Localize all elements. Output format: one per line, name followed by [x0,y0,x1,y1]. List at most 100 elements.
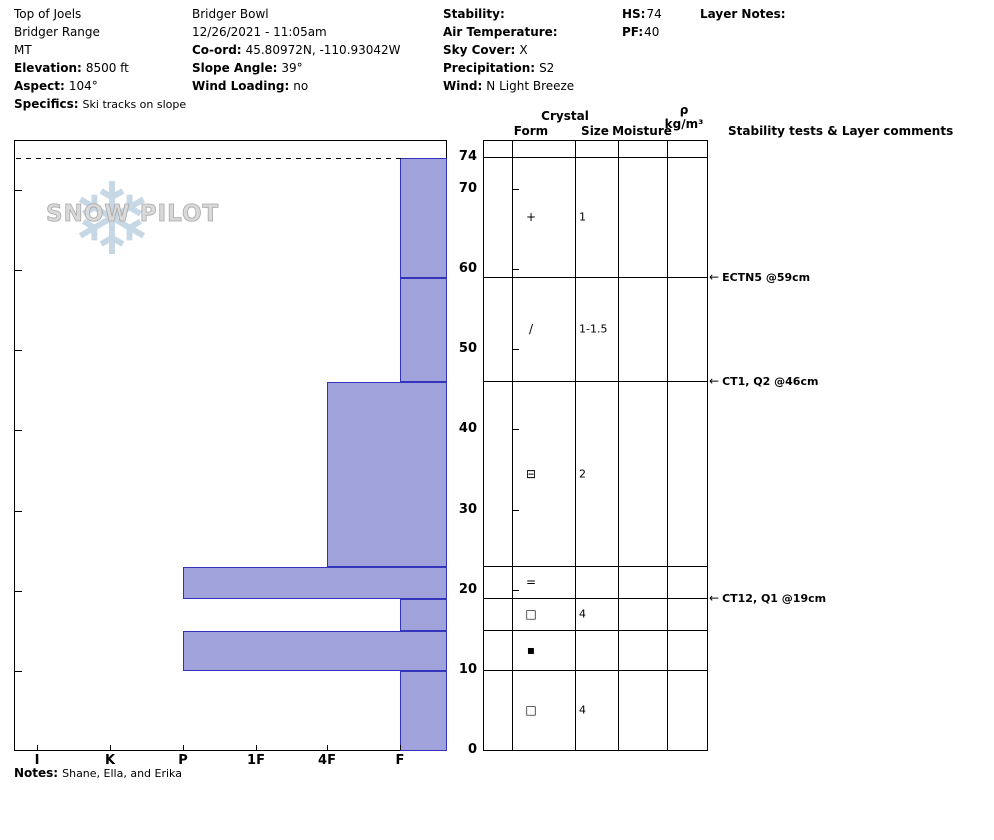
grain-form-symbol: ▪ [526,642,536,657]
depth-axis-label: 74 [458,149,477,164]
snow-layer-bar [183,566,447,599]
pit-floor-row: PF:40 [622,23,662,41]
snowflake-icon: ❄ [70,161,154,278]
depth-tick-mark [15,270,22,272]
stability-value [505,7,509,21]
pit-name: Top of Joels [14,7,82,21]
slope-angle-value: 39° [281,61,303,75]
snow-height-label: HS: [622,7,646,21]
hardness-tick-mark [183,745,184,750]
grain-form-symbol: + [525,210,537,225]
left-arrow-icon: ← [709,590,720,605]
header-weather-column: Stability: Air Temperature: Sky Cover: X … [443,5,574,95]
hardness-profile-plot [14,140,447,751]
snow-layer-bar [327,382,447,567]
coordinates-row: Co-ord: 45.80972N, -110.93042W [192,41,401,59]
depth-tick-mark [15,510,22,512]
moisture-column-header: Moisture [612,124,672,138]
sky-cover-row: Sky Cover: X [443,41,574,59]
snow-layer-bar [400,670,447,751]
grain-size-value: 2 [579,467,586,481]
stability-label: Stability: [443,7,505,21]
depth-axis-label: 70 [458,181,477,197]
pit-floor-label: PF: [622,25,644,39]
wind-row: Wind: N Light Breeze [443,77,574,95]
hardness-tick-mark [400,745,401,750]
elevation-value: 8500 ft [85,61,129,75]
snow-height-row: HS:74 [622,5,662,23]
depth-axis-label: 40 [458,421,477,437]
stability-test-label: CT1, Q2 @46cm [722,375,819,389]
precipitation-value: S2 [539,61,555,75]
slope-angle-label: Slope Angle: [192,61,278,75]
stability-test-label: CT12, Q1 @19cm [722,591,827,605]
specifics-row: Specifics: Ski tracks on slope [14,95,186,114]
hardness-axis-label: 1F [247,753,265,768]
hardness-axis-label: F [395,753,405,768]
hardness-axis-label: 4F [318,753,336,768]
grain-size-value: 1-1.5 [579,322,608,336]
slope-angle-row: Slope Angle: 39° [192,59,401,77]
form-column-header: Form [513,124,549,138]
grain-size-value: 4 [579,703,586,717]
snow-height-value: 74 [646,7,662,21]
snowpilot-logo-text: SNOW PILOT [46,201,220,228]
table-grid-vline [707,140,708,751]
ski-area: Bridger Bowl [192,7,269,21]
stability-row: Stability: [443,5,574,23]
hardness-axis-label: K [104,753,116,768]
snow-layer-bar [400,598,447,631]
size-column-header: Size [581,124,609,138]
grain-form-symbol: / [528,322,534,337]
depth-tick-mark [512,189,519,191]
depth-axis-label: 10 [458,661,477,677]
layer-boundary-line [483,565,708,567]
left-arrow-icon: ← [709,270,720,285]
depth-tick-mark [512,429,519,431]
hardness-tick-mark [256,745,257,750]
state: MT [14,43,32,57]
depth-tick-mark [15,670,22,672]
grain-form-symbol: □ [525,606,537,621]
header-site-column: Top of Joels Bridger Range MT Elevation:… [14,5,186,114]
wind-loading-value: no [293,79,309,93]
aspect-row: Aspect: 104° [14,77,186,95]
depth-tick-mark [15,590,22,592]
depth-tick-mark [512,669,519,671]
pit-floor-value: 40 [644,25,660,39]
coordinates-value: 45.80972N, -110.93042W [245,43,401,57]
pit-datetime: 12/26/2021 - 11:05am [192,25,327,39]
table-grid-vline [483,140,484,751]
hardness-axis-label: P [178,753,188,768]
depth-tick-mark [15,190,22,192]
stability-test-annotation: ← CT12, Q1 @19cm [709,591,826,605]
table-grid-vline [667,140,668,751]
snow-surface-line [16,158,401,159]
hardness-tick-mark [37,745,38,750]
mountain-range: Bridger Range [14,25,100,39]
coordinates-label: Co-ord: [192,43,242,57]
notes-value: Shane, Ella, and Erika [62,767,182,780]
snow-layer-bar [183,630,447,671]
depth-axis-label: 20 [458,581,477,597]
grain-form-symbol: □ [525,702,537,717]
sky-cover-value: X [519,43,528,57]
elevation-label: Elevation: [14,61,82,75]
depth-tick-mark [512,509,519,511]
density-rho-header: ρ [679,103,689,117]
table-top-border [483,140,708,141]
depth-axis-label: 50 [458,341,477,357]
stability-test-label: ECTN5 @59cm [722,271,811,285]
depth-axis-label: 30 [458,501,477,517]
depth-axis-label: 60 [458,261,477,277]
wind-loading-row: Wind Loading: no [192,77,401,95]
table-grid-vline [618,140,619,751]
depth-tick-mark [15,430,22,432]
depth-tick-mark [512,269,519,271]
notes-row: Notes: Shane, Ella, and Erika [14,766,182,780]
specifics-value: Ski tracks on slope [82,98,187,111]
aspect-value: 104° [68,79,98,93]
air-temperature-label: Air Temperature: [443,25,558,39]
hardness-axis-label: I [34,753,40,768]
